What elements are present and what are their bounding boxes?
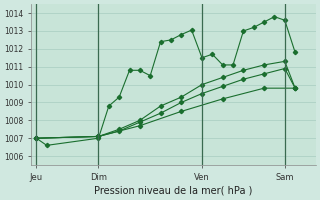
X-axis label: Pression niveau de la mer( hPa ): Pression niveau de la mer( hPa ) — [94, 186, 253, 196]
